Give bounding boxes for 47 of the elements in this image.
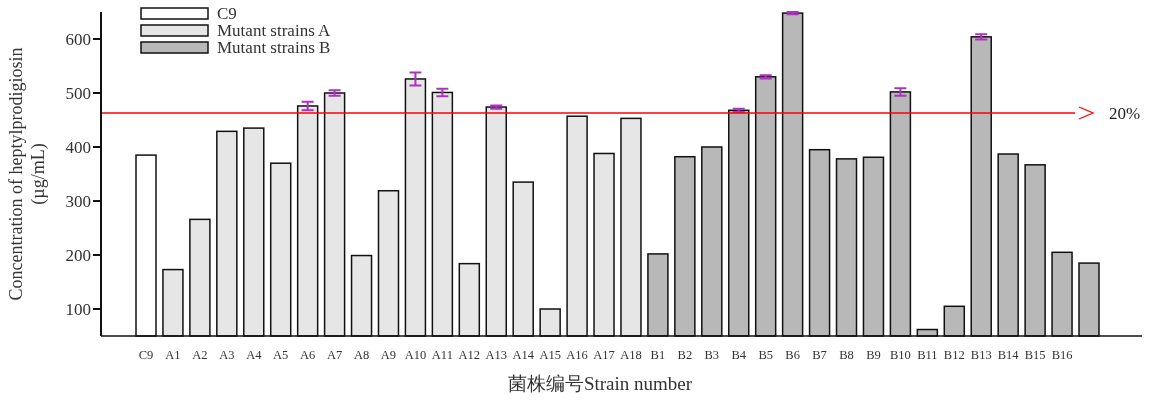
x-tick-label: A1 (165, 348, 181, 362)
x-tick-label: A10 (404, 348, 427, 362)
x-tick-label: B13 (970, 348, 992, 362)
x-tick-label: A11 (431, 348, 453, 362)
x-tick-label: A2 (192, 348, 208, 362)
x-tick-label: A9 (380, 348, 397, 362)
x-tick-label: A7 (326, 348, 343, 362)
x-tick-label: A17 (593, 348, 615, 362)
x-tick-label: B9 (866, 348, 881, 362)
x-axis-title: 菌株编号Strain number (507, 373, 693, 394)
x-tick-label: A13 (485, 348, 508, 362)
x-tick-label: B6 (785, 348, 800, 362)
x-tick-label: A12 (458, 348, 481, 362)
x-tick-label: B8 (839, 348, 854, 362)
y-tick-label: 400 (65, 138, 91, 157)
text: 20% (1109, 103, 1141, 123)
legend-label: Mutant strains A (217, 21, 332, 40)
x-tick-label: B16 (1051, 348, 1073, 362)
x-tick-label: B12 (943, 348, 965, 362)
y-tick-label: 500 (65, 84, 91, 103)
x-tick-label: A5 (273, 348, 289, 362)
legend-label: Mutant strains B (217, 38, 331, 57)
x-tick-label: A15 (539, 348, 561, 362)
y-axis-title: Concentration of heptylprodigiosin (µg/mL) (6, 47, 49, 301)
x-tick-label: A6 (300, 348, 316, 362)
x-tick-label: B4 (731, 348, 747, 362)
x-tick-label: A16 (566, 348, 588, 362)
x-tick-label: A3 (219, 348, 235, 362)
x-tick-label: A18 (620, 348, 642, 362)
x-tick-label: B5 (758, 348, 773, 362)
x-tick-label: B15 (1024, 348, 1046, 362)
x-tick-label: B14 (997, 348, 1020, 362)
x-tick-label: A14 (512, 348, 535, 362)
x-tick-label: C9 (138, 348, 154, 362)
x-tick-label: A8 (353, 348, 370, 362)
x-tick-label: B3 (704, 348, 720, 362)
x-tick-label: A4 (246, 348, 263, 362)
y-tick-label: 300 (65, 192, 91, 211)
x-tick-label: B2 (677, 348, 693, 362)
x-tick-label: B11 (917, 348, 938, 362)
y-tick-label: 600 (65, 30, 91, 49)
y-tick-label: 200 (65, 246, 91, 265)
x-tick-label: B10 (889, 348, 911, 362)
x-tick-label: B7 (812, 348, 827, 362)
x-tick-label: B1 (650, 348, 666, 362)
y-tick-label: 100 (65, 300, 91, 319)
legend-label: C9 (217, 4, 237, 23)
